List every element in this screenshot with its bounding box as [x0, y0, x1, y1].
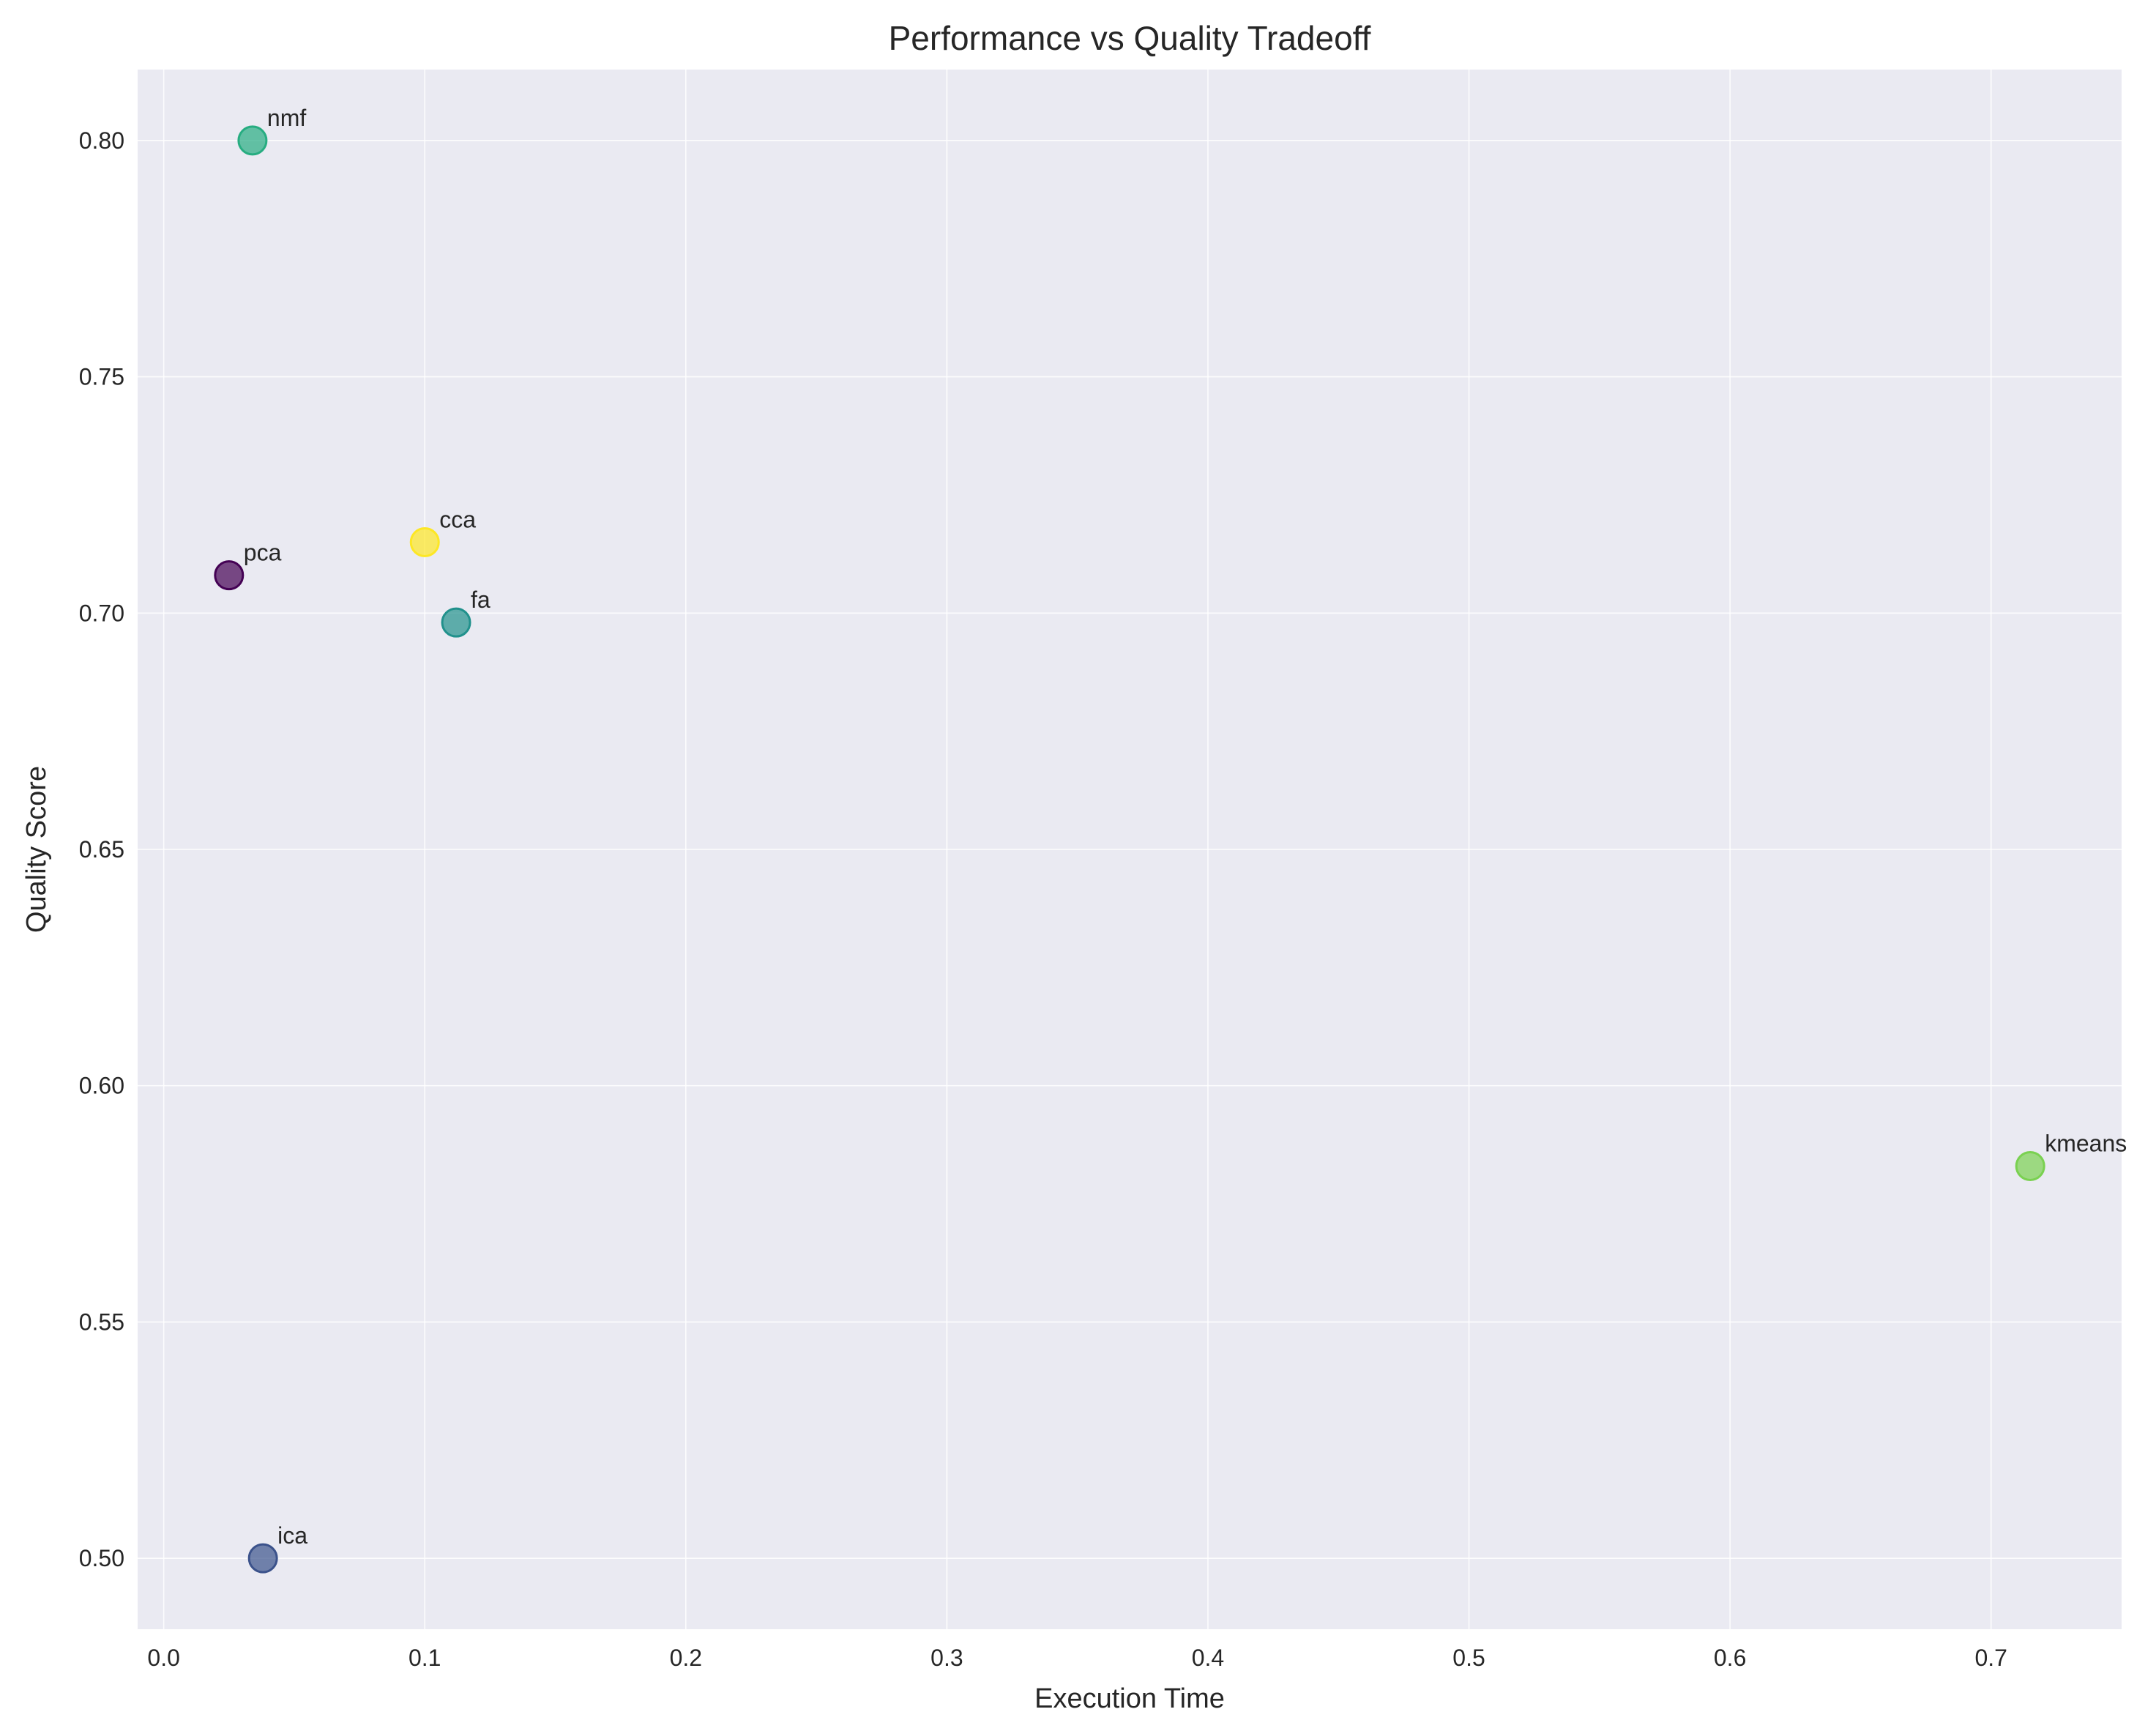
point-label-pca: pca [244, 540, 282, 566]
x-tick-label: 0.3 [930, 1645, 963, 1671]
data-point-cca [409, 526, 440, 557]
y-tick-label: 0.50 [79, 1545, 124, 1571]
data-point-fa [441, 607, 471, 638]
point-label-nmf: nmf [267, 105, 306, 131]
data-point-kmeans [2015, 1150, 2045, 1181]
data-points: pca ica fa nmf kmeans cca [214, 105, 2127, 1574]
x-tick-label: 0.2 [670, 1645, 702, 1671]
point-label-cca: cca [439, 506, 476, 532]
x-tick-label: 0.1 [409, 1645, 441, 1671]
y-tick-label: 0.70 [79, 600, 124, 626]
y-tick-label: 0.75 [79, 364, 124, 390]
x-axis-label: Execution Time [1034, 1683, 1225, 1714]
x-tick-label: 0.7 [1974, 1645, 2007, 1671]
x-tick-label: 0.0 [147, 1645, 179, 1671]
data-point-pca [214, 560, 245, 591]
x-axis-ticks: 0.0 0.1 0.2 0.3 0.4 0.5 0.6 0.7 [147, 1645, 2007, 1671]
y-tick-label: 0.55 [79, 1309, 124, 1335]
chart-title: Performance vs Quality Tradeoff [889, 19, 1371, 57]
x-tick-label: 0.6 [1714, 1645, 1746, 1671]
data-point-ica [247, 1543, 278, 1574]
grid-lines [138, 70, 2122, 1629]
point-label-kmeans: kmeans [2045, 1130, 2127, 1156]
point-label-ica: ica [277, 1522, 307, 1549]
y-tick-label: 0.80 [79, 127, 124, 154]
x-tick-label: 0.4 [1192, 1645, 1224, 1671]
x-tick-label: 0.5 [1452, 1645, 1485, 1671]
y-axis-ticks: 0.50 0.55 0.60 0.65 0.70 0.75 0.80 [79, 127, 124, 1571]
data-point-nmf [237, 125, 268, 156]
y-tick-label: 0.60 [79, 1073, 124, 1099]
point-label-fa: fa [471, 587, 490, 613]
y-axis-label: Quality Score [21, 766, 52, 933]
y-tick-label: 0.65 [79, 836, 124, 863]
